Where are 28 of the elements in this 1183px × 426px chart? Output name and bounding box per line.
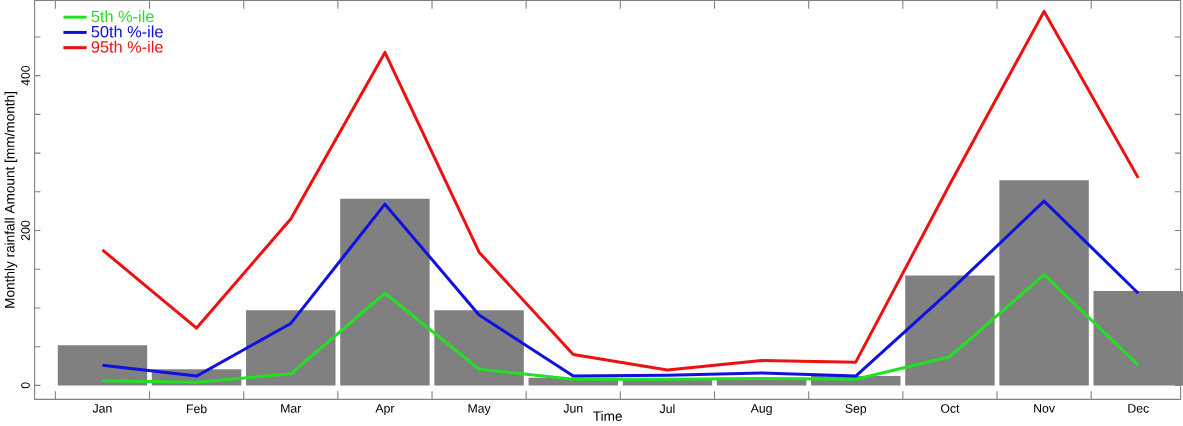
x-tick-label: Dec xyxy=(1128,404,1149,413)
x-tick-label: Jul xyxy=(659,404,675,414)
x-tick-label: Sep xyxy=(845,404,867,416)
legend-label: 95th %-ile xyxy=(91,40,163,53)
bar xyxy=(57,345,148,386)
x-tick-label: Aug xyxy=(750,404,772,416)
bar xyxy=(434,310,524,386)
y-tick-label: 0 xyxy=(21,382,30,389)
line-series xyxy=(100,199,1140,378)
x-tick-label: Feb xyxy=(187,404,207,414)
line-series xyxy=(100,273,1140,385)
bar xyxy=(340,199,430,386)
bar xyxy=(999,180,1089,386)
x-tick-label: May xyxy=(468,404,491,416)
legend-label: 50th %-ile xyxy=(91,25,163,38)
y-tick-label: 200 xyxy=(21,221,30,241)
x-tick-label: Jun xyxy=(563,404,583,413)
x-tick-label: Apr xyxy=(375,404,395,416)
legend-label: 5th %-ile xyxy=(91,10,154,23)
x-tick-label: Oct xyxy=(940,404,960,414)
x-tick-label: Mar xyxy=(281,404,302,413)
bar xyxy=(246,310,336,386)
y-tick-label: 400 xyxy=(21,66,30,86)
y-axis-title: Monthly rainfall Amount [mm/month] xyxy=(4,92,18,308)
x-tick-label: Jan xyxy=(92,404,112,413)
bar xyxy=(905,275,995,386)
x-axis-title: Time xyxy=(593,411,622,422)
x-tick-label: Nov xyxy=(1034,404,1055,413)
